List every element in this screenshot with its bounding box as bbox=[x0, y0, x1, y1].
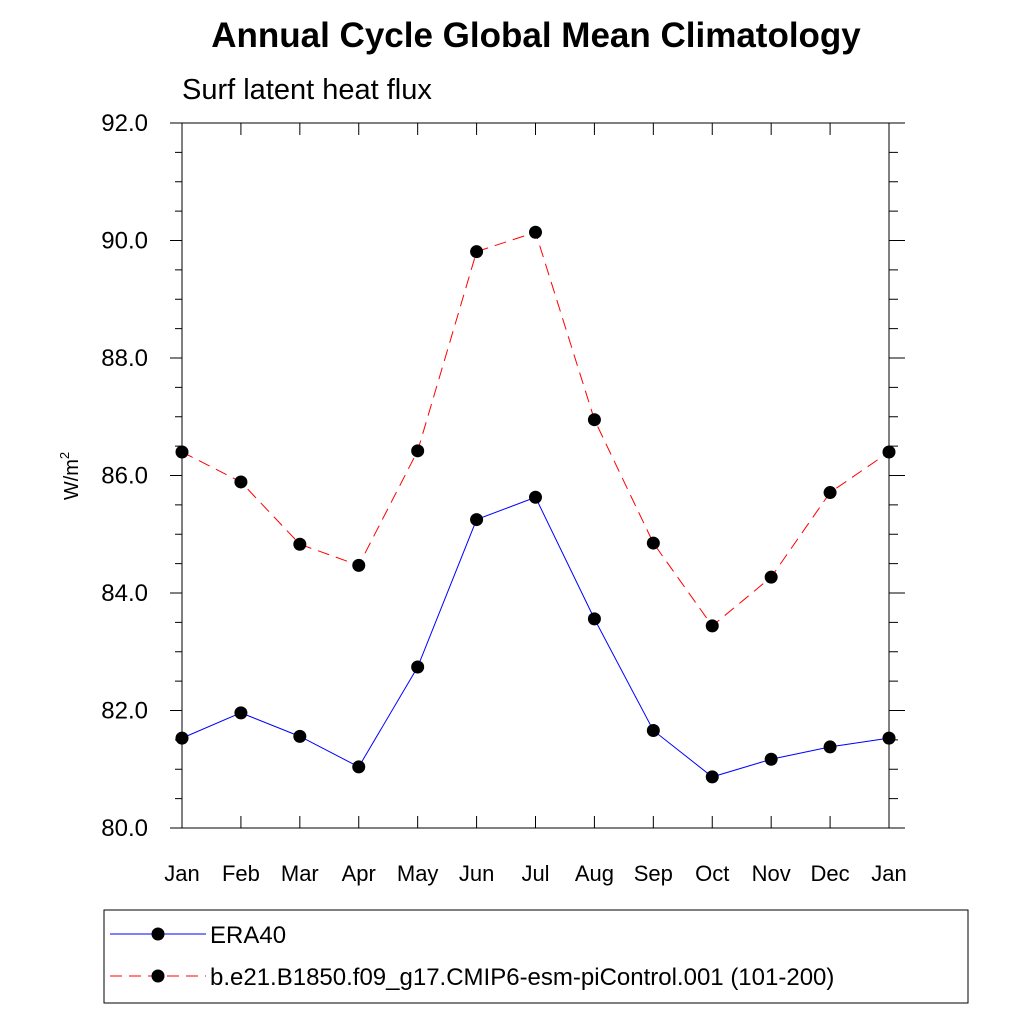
data-point-series-0 bbox=[705, 770, 719, 784]
x-tick-label: Sep bbox=[634, 861, 673, 886]
data-point-series-1 bbox=[411, 444, 425, 458]
x-tick-label: Aug bbox=[575, 861, 614, 886]
y-tick-label: 90.0 bbox=[101, 228, 148, 255]
y-tick-label: 82.0 bbox=[101, 698, 148, 725]
y-axis-label-base: W/m bbox=[61, 459, 83, 500]
data-point-series-1 bbox=[352, 558, 366, 572]
data-point-series-0 bbox=[411, 660, 425, 674]
data-point-series-1 bbox=[529, 225, 542, 239]
y-axis: 80.0 82.0 84.0 86.0 88.0 90.0 92.0 bbox=[101, 110, 905, 842]
chart-subtitle: Surf latent heat flux bbox=[182, 74, 432, 106]
x-tick-label: Dec bbox=[811, 861, 850, 886]
data-point-series-1 bbox=[234, 475, 248, 489]
y-axis-label-superscript: 2 bbox=[57, 452, 72, 459]
legend-label-era40: ERA40 bbox=[210, 922, 286, 949]
data-point-series-0 bbox=[823, 740, 837, 754]
series-line-0 bbox=[181, 496, 890, 778]
series-layer bbox=[175, 225, 896, 784]
x-tick-label: May bbox=[397, 861, 439, 886]
y-tick-label: 92.0 bbox=[101, 110, 148, 137]
chart-title: Annual Cycle Global Mean Climatology bbox=[211, 16, 861, 55]
legend: ERA40 b.e21.B1850.f09_g17.CMIP6-esm-piCo… bbox=[103, 909, 969, 1004]
data-point-series-1 bbox=[646, 536, 660, 550]
x-tick-label: Jan bbox=[871, 861, 906, 886]
data-point-series-1 bbox=[882, 445, 896, 459]
x-tick-label: Nov bbox=[752, 861, 791, 886]
legend-marker-era40 bbox=[151, 927, 165, 941]
data-point-series-0 bbox=[175, 731, 189, 745]
x-axis: Jan Feb Mar Apr May Jun Jul Aug Sep Oct Nov Dec Jan bbox=[164, 123, 907, 886]
x-tick-label: Jun bbox=[459, 861, 494, 886]
x-tick-label: Oct bbox=[695, 861, 729, 886]
data-point-series-1 bbox=[175, 445, 189, 459]
y-tick-label: 84.0 bbox=[101, 580, 148, 607]
y-axis-label: W/m2 bbox=[57, 452, 83, 500]
data-point-series-1 bbox=[293, 537, 307, 551]
data-point-series-0 bbox=[352, 760, 366, 774]
data-point-series-0 bbox=[646, 723, 660, 737]
data-point-series-0 bbox=[882, 731, 896, 745]
legend-label-model: b.e21.B1850.f09_g17.CMIP6-esm-piControl.… bbox=[210, 964, 834, 991]
data-point-series-1 bbox=[823, 486, 837, 500]
data-point-series-0 bbox=[587, 612, 601, 626]
data-point-series-1 bbox=[705, 619, 719, 633]
y-tick-label: 80.0 bbox=[101, 815, 148, 842]
x-tick-label: Apr bbox=[342, 861, 376, 886]
x-tick-label: Jan bbox=[164, 861, 199, 886]
legend-marker-model bbox=[151, 969, 165, 983]
x-tick-label: Mar bbox=[281, 861, 319, 886]
y-tick-label: 86.0 bbox=[101, 463, 148, 490]
y-tick-label: 88.0 bbox=[101, 345, 148, 372]
x-tick-label: Jul bbox=[521, 861, 549, 886]
x-tick-label: Feb bbox=[222, 861, 260, 886]
data-point-series-1 bbox=[587, 413, 601, 427]
data-point-series-0 bbox=[470, 513, 484, 527]
data-point-series-0 bbox=[529, 490, 542, 504]
series-line-1 bbox=[181, 231, 890, 627]
legend-frame bbox=[103, 909, 969, 1004]
data-point-series-0 bbox=[234, 706, 248, 720]
data-point-series-0 bbox=[764, 752, 778, 766]
data-point-series-1 bbox=[470, 245, 484, 259]
data-point-series-0 bbox=[293, 729, 307, 743]
data-point-series-1 bbox=[764, 570, 778, 584]
